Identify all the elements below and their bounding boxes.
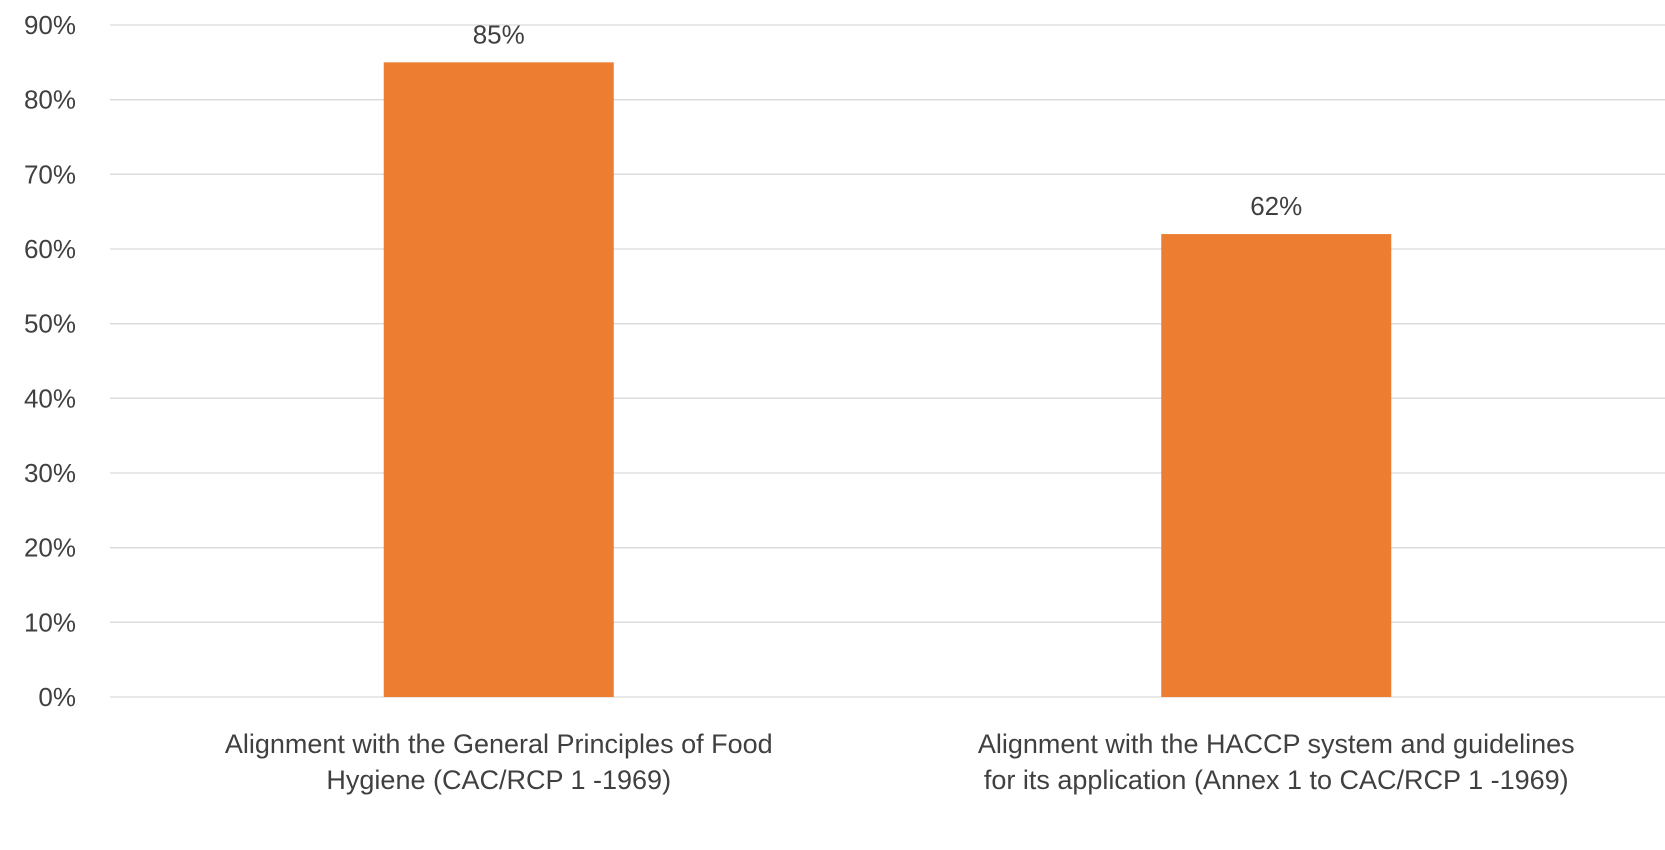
y-axis-tick-labels: 0% 10% 20% 30% 40% 50% 60% 70% 80% 90% [24, 10, 76, 712]
gridlines [110, 24, 1665, 698]
x-axis-category-labels: Alignment with the General Principles of… [225, 729, 1575, 795]
x-category-label: for its application (Annex 1 to CAC/RCP … [984, 765, 1569, 795]
y-tick-label: 40% [24, 383, 76, 413]
data-labels: 85% 62% [473, 19, 1303, 221]
y-tick-label: 30% [24, 458, 76, 488]
bars [383, 62, 1392, 698]
x-category-label: Hygiene (CAC/RCP 1 -1969) [326, 765, 671, 795]
y-tick-label: 80% [24, 85, 76, 115]
y-tick-label: 10% [24, 607, 76, 637]
x-category-label: Alignment with the HACCP system and guid… [978, 729, 1575, 759]
y-tick-label: 0% [38, 682, 76, 712]
bar [1161, 234, 1392, 698]
bar [383, 62, 614, 698]
y-tick-label: 90% [24, 10, 76, 40]
x-category-label: Alignment with the General Principles of… [225, 729, 773, 759]
y-tick-label: 70% [24, 159, 76, 189]
data-label: 85% [473, 19, 525, 49]
y-tick-label: 50% [24, 309, 76, 339]
data-label: 62% [1250, 191, 1302, 221]
y-tick-label: 60% [24, 234, 76, 264]
y-tick-label: 20% [24, 533, 76, 563]
